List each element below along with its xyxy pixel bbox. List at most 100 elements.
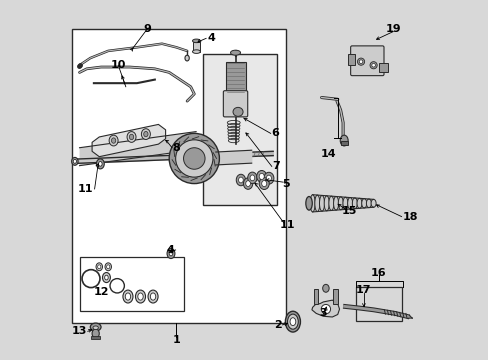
Ellipse shape <box>127 132 136 142</box>
Text: 14: 14 <box>320 149 335 159</box>
Ellipse shape <box>184 55 189 61</box>
Ellipse shape <box>102 273 110 283</box>
Circle shape <box>359 60 362 63</box>
Bar <box>80 257 183 311</box>
Circle shape <box>169 134 219 184</box>
Ellipse shape <box>342 197 347 210</box>
Ellipse shape <box>352 198 357 209</box>
Text: 4: 4 <box>207 33 215 43</box>
Ellipse shape <box>192 50 200 53</box>
Polygon shape <box>73 151 273 163</box>
Text: 6: 6 <box>271 129 279 138</box>
Ellipse shape <box>245 181 250 186</box>
Polygon shape <box>311 300 339 317</box>
Bar <box>313 289 317 304</box>
Ellipse shape <box>340 135 347 146</box>
Ellipse shape <box>309 195 314 212</box>
Ellipse shape <box>125 293 130 300</box>
Ellipse shape <box>90 323 101 331</box>
Ellipse shape <box>98 265 101 269</box>
Bar <box>355 287 402 320</box>
Ellipse shape <box>236 174 245 186</box>
Ellipse shape <box>99 162 102 166</box>
Polygon shape <box>80 132 196 166</box>
Text: 5: 5 <box>282 179 290 189</box>
Ellipse shape <box>150 293 155 300</box>
Text: 9: 9 <box>142 24 151 35</box>
Bar <box>333 289 337 304</box>
Ellipse shape <box>305 197 312 210</box>
Ellipse shape <box>322 284 328 292</box>
Text: 11: 11 <box>279 220 295 230</box>
Polygon shape <box>92 125 165 157</box>
Ellipse shape <box>259 178 269 189</box>
Ellipse shape <box>370 199 375 207</box>
Circle shape <box>369 62 376 69</box>
Text: 19: 19 <box>385 24 400 34</box>
Ellipse shape <box>314 195 319 212</box>
Ellipse shape <box>129 134 133 140</box>
Polygon shape <box>91 275 92 282</box>
Text: 17: 17 <box>355 285 371 296</box>
Ellipse shape <box>143 131 148 137</box>
Ellipse shape <box>249 175 254 181</box>
Ellipse shape <box>319 195 324 211</box>
Bar <box>340 141 348 145</box>
Ellipse shape <box>73 159 76 163</box>
Ellipse shape <box>324 196 328 211</box>
Ellipse shape <box>264 172 273 184</box>
Bar <box>225 62 245 94</box>
Ellipse shape <box>104 275 108 280</box>
Ellipse shape <box>111 138 116 143</box>
Ellipse shape <box>109 135 118 146</box>
Ellipse shape <box>93 326 98 329</box>
Ellipse shape <box>285 311 300 332</box>
Ellipse shape <box>148 290 158 303</box>
Ellipse shape <box>96 159 104 169</box>
Circle shape <box>175 140 212 177</box>
Ellipse shape <box>356 198 361 208</box>
Ellipse shape <box>230 50 240 55</box>
Ellipse shape <box>169 251 172 256</box>
Ellipse shape <box>167 248 175 258</box>
Ellipse shape <box>266 175 271 181</box>
Text: 18: 18 <box>402 212 417 222</box>
Ellipse shape <box>289 318 295 325</box>
Text: 7: 7 <box>272 161 280 171</box>
Ellipse shape <box>138 293 143 300</box>
Bar <box>378 63 387 72</box>
Ellipse shape <box>105 263 111 271</box>
Circle shape <box>371 63 375 67</box>
FancyBboxPatch shape <box>223 91 247 117</box>
Text: 3: 3 <box>319 308 326 318</box>
Bar <box>203 54 276 205</box>
Text: 12: 12 <box>93 287 109 297</box>
Ellipse shape <box>141 129 150 139</box>
Bar <box>348 54 354 65</box>
Circle shape <box>357 58 364 65</box>
Bar <box>91 336 100 338</box>
Ellipse shape <box>347 198 352 209</box>
Ellipse shape <box>92 329 99 338</box>
Text: 16: 16 <box>370 267 386 278</box>
Polygon shape <box>215 150 251 165</box>
Ellipse shape <box>243 178 252 189</box>
Ellipse shape <box>287 314 298 329</box>
Ellipse shape <box>106 265 110 269</box>
Text: 13: 13 <box>71 326 86 336</box>
Ellipse shape <box>333 197 338 210</box>
Circle shape <box>321 305 330 314</box>
Bar <box>192 41 200 51</box>
Text: 11: 11 <box>78 184 93 194</box>
Ellipse shape <box>233 107 243 116</box>
Ellipse shape <box>261 180 266 186</box>
Ellipse shape <box>256 171 266 182</box>
Ellipse shape <box>338 197 343 210</box>
Text: 2: 2 <box>273 320 281 330</box>
Circle shape <box>183 148 204 169</box>
Text: 15: 15 <box>341 206 357 216</box>
Ellipse shape <box>366 199 371 208</box>
Ellipse shape <box>135 290 145 303</box>
Ellipse shape <box>259 174 264 180</box>
Ellipse shape <box>72 157 78 165</box>
